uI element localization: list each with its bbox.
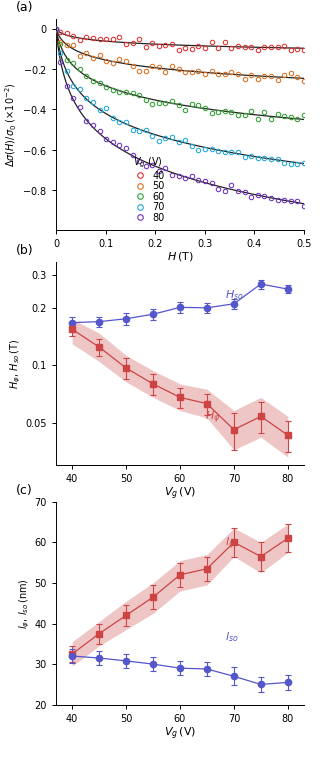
- Y-axis label: $l_{\varphi},\,l_{so}\,(\mathrm{nm})$: $l_{\varphi},\,l_{so}\,(\mathrm{nm})$: [17, 578, 32, 629]
- Text: (c): (c): [16, 483, 33, 496]
- Text: $l_{so}$: $l_{so}$: [225, 630, 238, 643]
- Y-axis label: $H_{\varphi},\,H_{so}\,(\mathrm{T})$: $H_{\varphi},\,H_{so}\,(\mathrm{T})$: [8, 339, 23, 388]
- Text: (a): (a): [16, 1, 34, 14]
- Text: $H_{so}$: $H_{so}$: [225, 289, 244, 303]
- Text: $H_\varphi$: $H_\varphi$: [205, 410, 220, 426]
- X-axis label: $V_g\,$(V): $V_g\,$(V): [164, 725, 196, 741]
- X-axis label: $H\,$(T): $H\,$(T): [167, 250, 193, 264]
- X-axis label: $V_g\,$(V): $V_g\,$(V): [164, 486, 196, 502]
- Text: $l_\varphi$: $l_\varphi$: [225, 535, 235, 552]
- Y-axis label: $\Delta\sigma(H)/\sigma_0$ ($\times 10^{-2}$): $\Delta\sigma(H)/\sigma_0$ ($\times 10^{…: [4, 82, 19, 167]
- Text: (b): (b): [16, 244, 34, 257]
- Legend: 40, 50, 60, 70, 80: 40, 50, 60, 70, 80: [130, 156, 165, 223]
